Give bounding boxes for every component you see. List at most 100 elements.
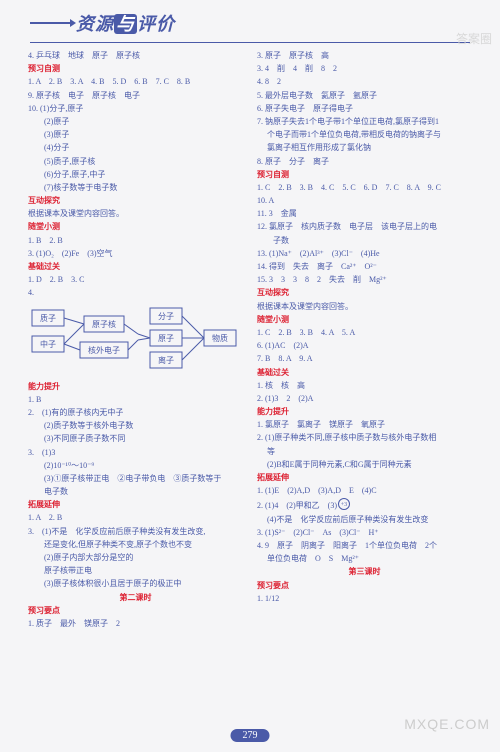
svg-text:质子: 质子: [40, 313, 56, 323]
text-line: (5)质子,原子核: [28, 155, 243, 168]
text-line: 1. 质子 最外 镁原子 2: [28, 617, 243, 630]
text-line: 第三课时: [257, 565, 472, 578]
text-line: 互动探究: [257, 286, 472, 299]
text-line: 2. (1)有的原子核内无中子: [28, 406, 243, 419]
text-line: (2)B和E属于同种元素,C和G属于同种元素: [257, 458, 472, 471]
text-line: 3. (1)O₂ (2)Fe (3)空气: [28, 247, 243, 260]
text-line: (2)原子: [28, 115, 243, 128]
electron-shell-icon: +3: [337, 497, 351, 511]
svg-text:分子: 分子: [158, 312, 174, 321]
structure-diagram: 质子中子 原子核核外电子 分子原子离子 物质: [28, 304, 243, 374]
text-line: 3. 4 削 4 削 8 2: [257, 62, 472, 75]
text-line: 4. 乒乓球 地球 原子 原子核: [28, 49, 243, 62]
text-line: 4.: [28, 286, 243, 299]
text-line: 10. (1)分子,原子: [28, 102, 243, 115]
content-columns: 4. 乒乓球 地球 原子 原子核预习自测1. A 2. B 3. A 4. B …: [0, 49, 500, 630]
title-part-b: 与: [114, 14, 137, 34]
svg-text:离子: 离子: [158, 355, 174, 365]
text-line: 互动探究: [28, 194, 243, 207]
text-line: 15. 3 3 3 8 2 失去 削 Mg²⁺: [257, 273, 472, 286]
text-line: (2)质子数等于核外电子数: [28, 419, 243, 432]
text-line: 6. (1)AC (2)A: [257, 339, 472, 352]
text-line: 1. 核 核 高: [257, 379, 472, 392]
text-line: 3. (1)S²⁻ (2)Cl⁻ As (3)Cl⁻ H⁺: [257, 526, 472, 539]
text-line: 4. 9 原子 阴离子 阳离子 1个单位负电荷 2个: [257, 539, 472, 552]
text-line: (2)原子内部大部分是空的: [28, 551, 243, 564]
text-line: 预习要点: [28, 604, 243, 617]
svg-text:物质: 物质: [212, 333, 228, 343]
title-part-c: 评价: [137, 14, 175, 34]
svg-text:中子: 中子: [40, 339, 56, 349]
text-line: 2. (1)4 (2)甲和乙 (3)+3: [257, 497, 472, 512]
page-title: 资源与评价: [76, 10, 175, 36]
text-line: 随堂小测: [257, 313, 472, 326]
text-line: 2. (1)3 2 (2)A: [257, 392, 472, 405]
text-line: 还是变化,但原子种类不变,原子个数也不变: [28, 538, 243, 551]
text-line: 子数: [257, 234, 472, 247]
text-line: 14. 得到 失去 离子 Ca²⁺ O²⁻: [257, 260, 472, 273]
text-line: 基础过关: [257, 366, 472, 379]
page-number-badge: 279: [231, 729, 270, 742]
text-line: (4)分子: [28, 141, 243, 154]
text-line: 1. (1)E (2)A,D (3)A,D E (4)C: [257, 484, 472, 497]
text-line: 1. 氯原子 氯离子 镁原子 氧原子: [257, 418, 472, 431]
text-line: (3)原子: [28, 128, 243, 141]
text-line: 3. 原子 原子核 高: [257, 49, 472, 62]
text-line: 12. 氯原子 核内质子数 电子层 该电子层上的电: [257, 220, 472, 233]
text-line: 等: [257, 445, 472, 458]
text-line: (6)分子,原子,中子: [28, 168, 243, 181]
left-column: 4. 乒乓球 地球 原子 原子核预习自测1. A 2. B 3. A 4. B …: [28, 49, 243, 630]
svg-text:原子: 原子: [158, 334, 174, 343]
text-line: 随堂小测: [28, 220, 243, 233]
text-line: 氯离子相互作用形成了氯化钠: [257, 141, 472, 154]
text-line: 3. (1)不是 化学反应前后原子种类没有发生改变,: [28, 525, 243, 538]
text-line: 1. A 2. B: [28, 511, 243, 524]
title-part-a: 资源: [76, 14, 114, 34]
text-line: 9. 原子核 电子 原子核 电子: [28, 89, 243, 102]
text-line: 8. 原子 分子 离子: [257, 155, 472, 168]
text-line: 1. C 2. B 3. B 4. A 5. A: [257, 326, 472, 339]
text-line: 单位负电荷 O S Mg²⁺: [257, 552, 472, 565]
svg-text:+3: +3: [341, 502, 347, 508]
text-line: (7)核子数等于电子数: [28, 181, 243, 194]
text-line: (3)原子核体积很小且居于原子的极正中: [28, 577, 243, 590]
right-column: 3. 原子 原子核 高3. 4 削 4 削 8 24. 8 25. 最外层电子数…: [257, 49, 472, 630]
text-line: 5. 最外层电子数 氦原子 氩原子: [257, 89, 472, 102]
text-line: 1. D 2. B 3. C: [28, 273, 243, 286]
text-line: 个电子而带1个单位负电荷,带相反电荷的钠离子与: [257, 128, 472, 141]
text-line: 1. 1/12: [257, 592, 472, 605]
text-line: 1. C 2. B 3. B 4. C 5. C 6. D 7. C 8. A …: [257, 181, 472, 194]
watermark-bottom: MXQE.COM: [404, 716, 490, 732]
text-line: 1. B 2. B: [28, 234, 243, 247]
text-line: 1. A 2. B 3. A 4. B 5. D 6. B 7. C 8. B: [28, 75, 243, 88]
text-line: 预习自测: [257, 168, 472, 181]
text-line: 11. 3 金属: [257, 207, 472, 220]
text-line: 能力提升: [28, 380, 243, 393]
text-line: 4. 8 2: [257, 75, 472, 88]
text-line: 7. B 8. A 9. A: [257, 352, 472, 365]
text-line: 6. 原子失电子 原子得电子: [257, 102, 472, 115]
text-line: 2. (1)原子种类不同,原子核中质子数与核外电子数相: [257, 431, 472, 444]
text-line: 根据课本及课堂内容回答。: [257, 300, 472, 313]
text-line: (3)不同原子质子数不同: [28, 432, 243, 445]
text-line: (2)10⁻¹⁰～10⁻⁹: [28, 459, 243, 472]
text-line: 拓展延伸: [257, 471, 472, 484]
text-line: 第二课时: [28, 591, 243, 604]
svg-text:核外电子: 核外电子: [88, 345, 120, 355]
text-line: 拓展延伸: [28, 498, 243, 511]
watermark-top: 答案圈: [456, 30, 492, 47]
text-line: 13. (1)Na⁺ (2)Al³⁺ (3)Cl⁻ (4)He: [257, 247, 472, 260]
arrow-icon: [30, 22, 70, 24]
page-header: 资源与评价: [0, 0, 500, 40]
text-line: 原子核带正电: [28, 564, 243, 577]
svg-text:原子核: 原子核: [92, 319, 116, 329]
text-line: (4)不是 化学反应前后原子种类没有发生改变: [257, 513, 472, 526]
header-rule: [30, 42, 470, 43]
text-line: 电子数: [28, 485, 243, 498]
text-line: 基础过关: [28, 260, 243, 273]
text-line: 预习要点: [257, 579, 472, 592]
text-line: 3. (1)3: [28, 446, 243, 459]
text-line: (3)①原子核带正电 ②电子带负电 ③质子数等于: [28, 472, 243, 485]
text-line: 10. A: [257, 194, 472, 207]
text-line: 预习自测: [28, 62, 243, 75]
